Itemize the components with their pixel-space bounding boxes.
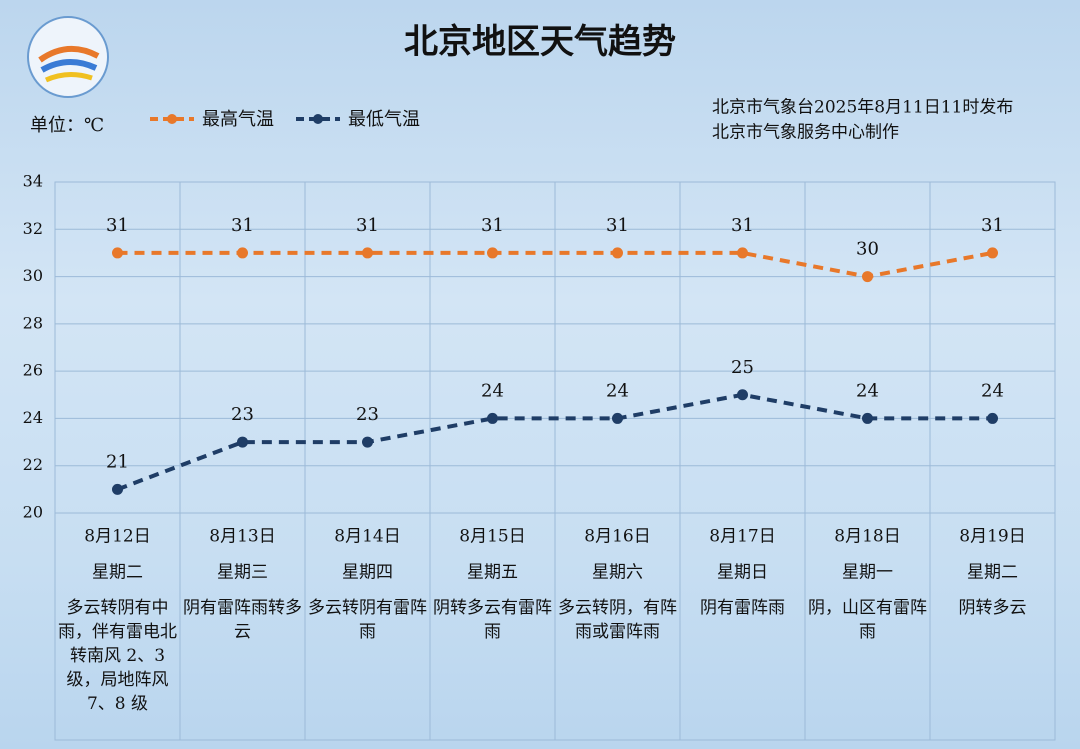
data-point	[737, 389, 748, 401]
weekday-label: 星期六	[592, 563, 643, 583]
weekday-label: 星期三	[217, 563, 268, 583]
data-point	[612, 247, 623, 259]
weekday-label: 星期二	[92, 563, 143, 583]
data-point	[237, 436, 248, 448]
data-label: 24	[606, 380, 629, 401]
legend-label: 最高气温	[202, 109, 274, 130]
x-tick-label: 8月14日	[334, 527, 400, 547]
data-point	[112, 247, 123, 259]
weather-description: 阴，山区有雷阵雨	[808, 598, 927, 642]
chart-title: 北京地区天气趋势	[404, 22, 676, 62]
data-point	[987, 412, 998, 424]
data-point	[737, 247, 748, 259]
weather-description: 多云转阴，有阵雨或雷阵雨	[558, 598, 677, 642]
data-point	[237, 247, 248, 259]
weather-description: 阴转多云	[958, 598, 1027, 618]
data-label: 30	[856, 239, 879, 260]
data-label: 23	[231, 404, 254, 425]
weather-description: 阴转多云有雷阵雨	[433, 598, 552, 642]
series-line	[117, 250, 993, 279]
x-tick-label: 8月17日	[709, 527, 775, 547]
data-point	[862, 412, 873, 424]
legend-label: 最低气温	[348, 109, 420, 130]
data-label: 24	[856, 380, 879, 401]
x-tick-label: 8月12日	[84, 527, 150, 547]
data-point	[362, 436, 373, 448]
data-label: 21	[106, 451, 129, 472]
data-label: 31	[231, 215, 254, 236]
data-label: 31	[606, 215, 629, 236]
legend-marker	[313, 114, 323, 124]
data-label: 31	[981, 215, 1004, 236]
data-point	[862, 271, 873, 283]
y-tick-label: 20	[23, 503, 43, 522]
data-label: 31	[356, 215, 379, 236]
x-tick-label: 8月18日	[834, 527, 900, 547]
weather-description: 多云转阴有中雨，伴有雷电北转南风 2、3 级，局地阵风 7、8 级	[58, 598, 177, 714]
x-tick-label: 8月16日	[584, 527, 650, 547]
data-point	[487, 247, 498, 259]
weekday-label: 星期四	[342, 563, 393, 583]
data-label: 23	[356, 404, 379, 425]
y-tick-label: 34	[23, 172, 43, 191]
x-tick-label: 8月15日	[459, 527, 525, 547]
weekday-label: 星期五	[467, 563, 518, 583]
data-label: 31	[481, 215, 504, 236]
data-label: 25	[731, 357, 754, 378]
y-tick-label: 28	[23, 313, 43, 332]
series-line	[116, 392, 993, 492]
data-label: 24	[481, 380, 504, 401]
legend-marker	[167, 114, 177, 124]
data-point	[112, 483, 123, 495]
logo	[27, 16, 109, 98]
weekday-label: 星期二	[967, 563, 1018, 583]
y-tick-label: 26	[23, 361, 43, 380]
weather-description: 阴有雷阵雨	[700, 598, 785, 618]
unit-label: 单位：℃	[30, 115, 104, 136]
data-label: 31	[106, 215, 129, 236]
source-line: 北京市气象服务中心制作	[712, 123, 899, 143]
data-label: 31	[731, 215, 754, 236]
x-tick-label: 8月19日	[959, 527, 1025, 547]
y-tick-label: 30	[23, 266, 43, 285]
y-tick-label: 32	[23, 219, 43, 238]
weekday-label: 星期一	[842, 563, 893, 583]
weather-description: 多云转阴有雷阵雨	[308, 598, 427, 642]
weather-description: 阴有雷阵雨转多云	[183, 598, 302, 642]
data-point	[987, 247, 998, 259]
data-point	[362, 247, 373, 259]
x-tick-label: 8月13日	[209, 527, 275, 547]
y-tick-label: 22	[23, 455, 43, 474]
weekday-label: 星期日	[717, 563, 768, 583]
y-tick-label: 24	[23, 408, 43, 427]
data-point	[487, 412, 498, 424]
data-point	[612, 412, 623, 424]
source-line: 北京市气象台2025年8月11日11时发布	[712, 98, 1013, 118]
data-label: 24	[981, 380, 1004, 401]
